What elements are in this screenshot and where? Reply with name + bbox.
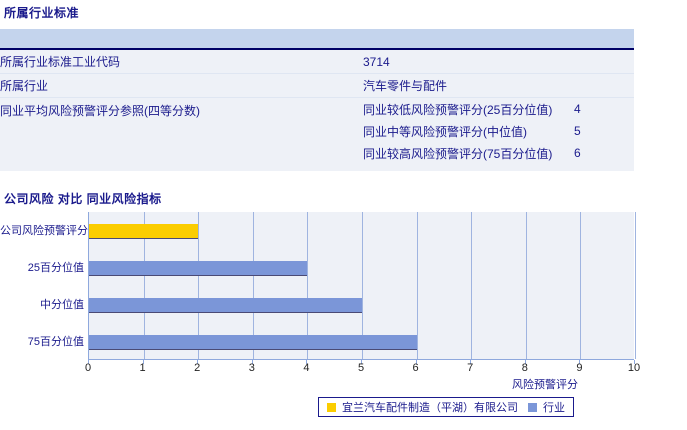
page-title-risk-comparison: 公司风险 对比 同业风险指标 — [4, 192, 162, 206]
quartile-value-p75: 6 — [574, 142, 634, 164]
x-axis-tick-label: 6 — [412, 362, 419, 374]
row-value-industry-code: 3714 — [363, 49, 634, 74]
x-axis-tick-label: 2 — [194, 362, 201, 374]
quartile-row: 同业中等风险预警评分(中位值) 5 — [363, 120, 634, 142]
x-axis-tick-label: 8 — [521, 362, 528, 374]
category-label: 25百分位值 — [27, 262, 84, 274]
x-axis-tick-mark — [634, 360, 635, 364]
x-axis-tick-mark — [470, 360, 472, 364]
gridline — [252, 212, 254, 359]
x-axis-tick-label: 9 — [576, 362, 583, 374]
legend-item-industry[interactable]: 行业 — [528, 399, 565, 415]
chart-plot-area — [88, 212, 636, 360]
header-band-left — [0, 29, 363, 50]
industry-standard-table: 所属行业标准工业代码 3714 所属行业 汽车零件与配件 同业平均风险预警评分参… — [0, 29, 634, 171]
quartile-name-p75: 同业较高风险预警评分(75百分位值) — [363, 142, 574, 164]
x-axis-tick-label: 1 — [139, 362, 146, 374]
table-row: 所属行业标准工业代码 3714 — [0, 49, 634, 74]
gridline — [525, 212, 527, 359]
table-row-quartiles: 同业平均风险预警评分参照(四等分数) 同业较低风险预警评分(25百分位值) 4 … — [0, 97, 634, 164]
gridline — [416, 212, 418, 359]
chart-bar[interactable] — [89, 261, 308, 276]
chart-bar[interactable] — [89, 224, 199, 239]
row-label-industry-name: 所属行业 — [0, 73, 363, 98]
gridline — [362, 212, 363, 359]
x-axis-tick-mark — [415, 360, 417, 364]
legend-swatch-industry-icon — [528, 402, 537, 412]
page-title-industry-standard: 所属行业标准 — [4, 6, 80, 20]
quartile-value-median: 5 — [574, 120, 634, 142]
x-axis-tick-label: 3 — [248, 362, 255, 374]
gridline — [471, 212, 473, 359]
gridline — [198, 212, 200, 359]
quartile-name-p25: 同业较低风险预警评分(25百分位值) — [363, 98, 574, 120]
risk-comparison-chart: 公司风险预警评分 25百分位值中分位值 75百分位值 风险预警评分 0 1 2 3 4 5 6 7… — [0, 212, 640, 391]
category-axis-labels: 公司风险预警评分 25百分位值中分位值 75百分位值 — [0, 212, 88, 360]
category-label: 75百分位值 — [27, 336, 84, 348]
chart-bar[interactable] — [89, 298, 362, 313]
table-header-band — [0, 29, 634, 50]
quartile-values-cell: 同业较低风险预警评分(25百分位值) 4 同业中等风险预警评分(中位值) 5 同… — [363, 97, 634, 164]
x-axis-tick-label: 7 — [467, 362, 474, 374]
row-label-quartile-reference: 同业平均风险预警评分参照(四等分数) — [0, 97, 363, 164]
x-axis-tick-mark — [88, 360, 89, 364]
x-axis-tick-mark — [361, 360, 362, 364]
quartile-row: 同业较低风险预警评分(25百分位值) 4 — [363, 98, 634, 120]
legend-label-company: 宜兰汽车配件制造（平湖）有限公司 — [342, 402, 518, 414]
table-row: 所属行业 汽车零件与配件 — [0, 73, 634, 98]
legend-label-industry: 行业 — [543, 402, 565, 414]
x-axis-tick-mark — [579, 360, 581, 364]
x-axis-tick-label: 5 — [357, 362, 365, 374]
gridline — [143, 212, 145, 359]
x-axis-tick-mark — [251, 360, 253, 364]
row-label-industry-code: 所属行业标准工业代码 — [0, 49, 363, 74]
gridline — [307, 212, 309, 359]
quartile-value-p25: 4 — [574, 98, 634, 120]
header-band-right — [363, 29, 634, 50]
chart-bar[interactable] — [89, 335, 417, 350]
gridline — [635, 212, 636, 359]
gridline — [580, 212, 582, 359]
x-axis-title: 风险预警评分 — [512, 379, 578, 391]
x-axis-tick-label: 10 — [627, 362, 641, 374]
x-axis-tick-mark — [524, 360, 526, 364]
chart-legend: 宜兰汽车配件制造（平湖）有限公司 行业 — [318, 397, 574, 417]
table-bottom-spacer — [0, 164, 634, 171]
x-axis-tick-mark — [142, 360, 144, 364]
legend-swatch-company-icon — [327, 402, 336, 412]
row-value-industry-name: 汽车零件与配件 — [363, 73, 634, 98]
x-axis-tick-mark — [197, 360, 199, 364]
x-axis-tick-label: 0 — [84, 362, 92, 374]
x-axis-tick-mark — [306, 360, 308, 364]
quartile-name-median: 同业中等风险预警评分(中位值) — [363, 120, 574, 142]
category-label: 公司风险预警评分 — [0, 225, 88, 237]
x-axis-tick-label: 4 — [303, 362, 310, 374]
legend-item-company[interactable]: 宜兰汽车配件制造（平湖）有限公司 — [327, 399, 518, 415]
quartile-table: 同业较低风险预警评分(25百分位值) 4 同业中等风险预警评分(中位值) 5 同… — [363, 98, 634, 164]
category-label: 中分位值 — [40, 299, 84, 311]
quartile-row: 同业较高风险预警评分(75百分位值) 6 — [363, 142, 634, 164]
